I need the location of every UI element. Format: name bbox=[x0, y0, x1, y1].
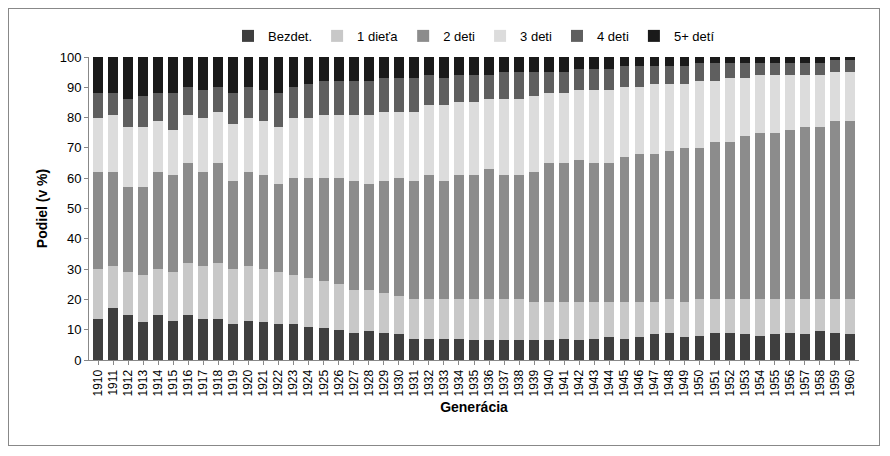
svg-text:1940: 1940 bbox=[542, 369, 556, 396]
svg-text:1918: 1918 bbox=[211, 369, 225, 396]
svg-text:1952: 1952 bbox=[723, 369, 737, 396]
svg-text:1916: 1916 bbox=[181, 369, 195, 396]
svg-text:1935: 1935 bbox=[467, 369, 481, 396]
svg-text:1939: 1939 bbox=[527, 369, 541, 396]
svg-text:1926: 1926 bbox=[332, 369, 346, 396]
svg-text:1947: 1947 bbox=[647, 369, 661, 396]
svg-text:1958: 1958 bbox=[813, 369, 827, 396]
svg-text:1927: 1927 bbox=[347, 369, 361, 396]
svg-text:1928: 1928 bbox=[362, 369, 376, 396]
svg-text:Generácia: Generácia bbox=[440, 399, 508, 415]
svg-text:1913: 1913 bbox=[136, 369, 150, 396]
svg-text:30: 30 bbox=[67, 262, 81, 277]
svg-text:1936: 1936 bbox=[482, 369, 496, 396]
svg-text:1919: 1919 bbox=[226, 369, 240, 396]
svg-text:1930: 1930 bbox=[392, 369, 406, 396]
svg-text:Bezdet.: Bezdet. bbox=[268, 29, 312, 44]
svg-text:1920: 1920 bbox=[241, 369, 255, 396]
svg-text:1912: 1912 bbox=[121, 369, 135, 396]
svg-text:1957: 1957 bbox=[798, 369, 812, 396]
svg-text:50: 50 bbox=[67, 201, 81, 216]
svg-text:1917: 1917 bbox=[196, 369, 210, 396]
svg-text:70: 70 bbox=[67, 140, 81, 155]
svg-text:1938: 1938 bbox=[512, 369, 526, 396]
svg-text:1 dieťa: 1 dieťa bbox=[357, 29, 398, 44]
svg-text:1931: 1931 bbox=[407, 369, 421, 396]
svg-text:20: 20 bbox=[67, 292, 81, 307]
svg-text:1911: 1911 bbox=[106, 369, 120, 395]
svg-text:60: 60 bbox=[67, 171, 81, 186]
svg-text:40: 40 bbox=[67, 231, 81, 246]
svg-text:5+ detí: 5+ detí bbox=[674, 29, 715, 44]
svg-text:3 deti: 3 deti bbox=[520, 29, 552, 44]
svg-text:1910: 1910 bbox=[91, 369, 105, 396]
svg-text:1942: 1942 bbox=[572, 369, 586, 396]
svg-text:1934: 1934 bbox=[452, 369, 466, 396]
svg-text:4 deti: 4 deti bbox=[597, 29, 629, 44]
svg-text:1932: 1932 bbox=[422, 369, 436, 396]
svg-text:1921: 1921 bbox=[256, 369, 270, 396]
svg-text:90: 90 bbox=[67, 80, 81, 95]
svg-text:1948: 1948 bbox=[662, 369, 676, 396]
svg-text:1915: 1915 bbox=[166, 369, 180, 396]
svg-text:1944: 1944 bbox=[602, 369, 616, 396]
svg-text:1954: 1954 bbox=[753, 369, 767, 396]
svg-text:Podiel (v %): Podiel (v %) bbox=[34, 169, 50, 248]
svg-text:100: 100 bbox=[60, 50, 82, 65]
svg-text:80: 80 bbox=[67, 110, 81, 125]
svg-text:1923: 1923 bbox=[286, 369, 300, 396]
svg-text:1945: 1945 bbox=[617, 369, 631, 396]
svg-text:0: 0 bbox=[74, 353, 81, 368]
svg-text:1956: 1956 bbox=[783, 369, 797, 396]
svg-text:1933: 1933 bbox=[437, 369, 451, 396]
svg-text:1951: 1951 bbox=[708, 369, 722, 396]
svg-text:1943: 1943 bbox=[587, 369, 601, 396]
svg-text:1925: 1925 bbox=[317, 369, 331, 396]
svg-text:1941: 1941 bbox=[557, 369, 571, 396]
svg-text:1914: 1914 bbox=[151, 369, 165, 396]
svg-text:1960: 1960 bbox=[843, 369, 857, 396]
svg-text:1922: 1922 bbox=[271, 369, 285, 396]
svg-text:1949: 1949 bbox=[677, 369, 691, 396]
svg-text:2 deti: 2 deti bbox=[443, 29, 475, 44]
svg-text:1946: 1946 bbox=[632, 369, 646, 396]
svg-text:1953: 1953 bbox=[738, 369, 752, 396]
svg-text:1950: 1950 bbox=[692, 369, 706, 396]
svg-text:1955: 1955 bbox=[768, 369, 782, 396]
svg-text:1929: 1929 bbox=[377, 369, 391, 396]
svg-text:1937: 1937 bbox=[497, 369, 511, 396]
svg-text:1959: 1959 bbox=[828, 369, 842, 396]
svg-text:1924: 1924 bbox=[301, 369, 315, 396]
svg-text:10: 10 bbox=[67, 322, 81, 337]
